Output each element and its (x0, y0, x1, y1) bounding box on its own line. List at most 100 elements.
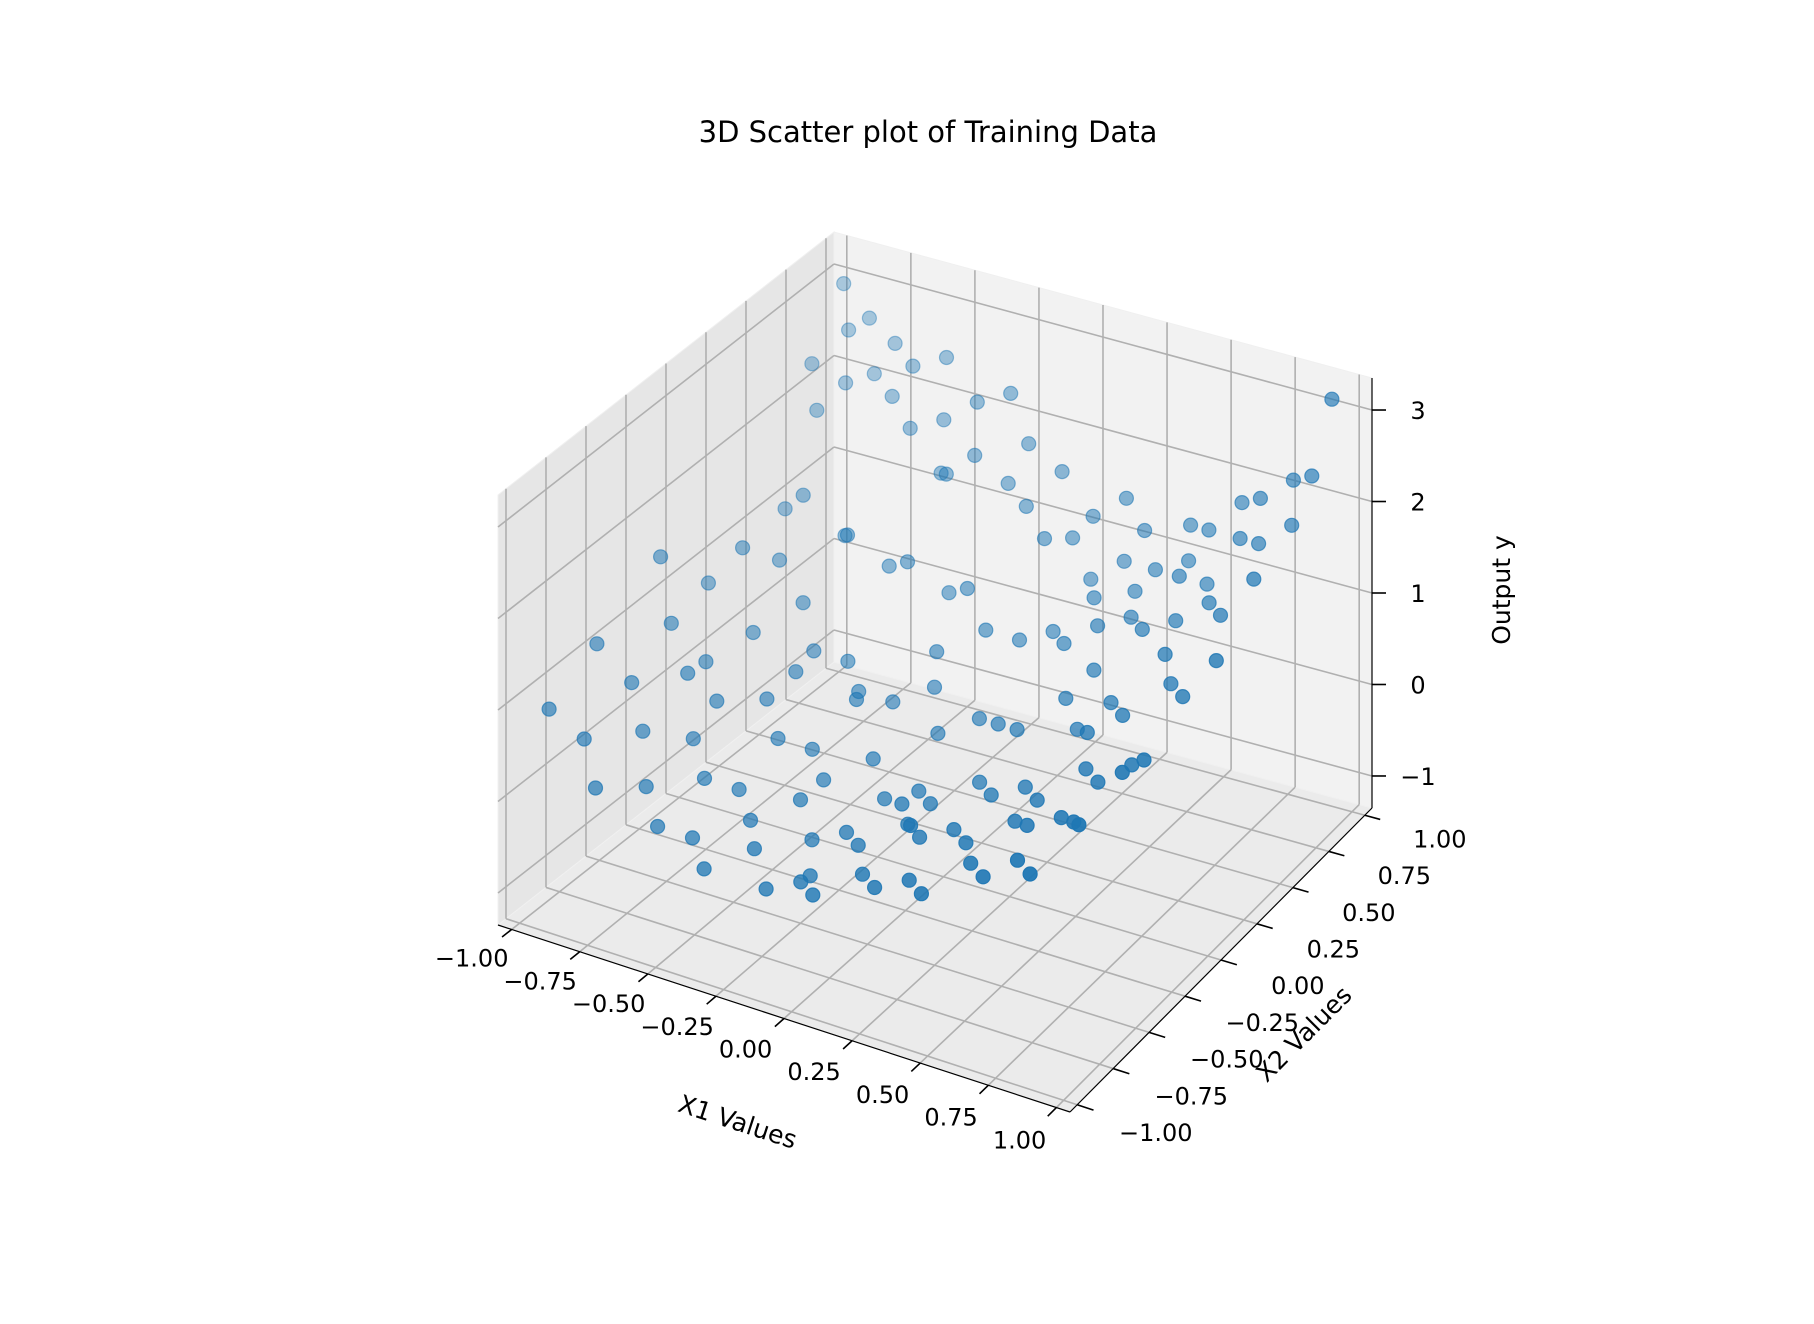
x-tick-label: −0.50 (572, 990, 646, 1018)
data-point (1180, 553, 1197, 569)
data-point (1252, 490, 1269, 506)
data-point (978, 622, 994, 638)
data-point (1103, 694, 1119, 711)
data-point (576, 731, 592, 747)
axis-ticks: −1.00−0.75−0.50−0.250.000.250.500.751.00… (435, 397, 1467, 1154)
y-grid-floor (745, 730, 1294, 889)
data-point (1123, 609, 1139, 625)
x-tick (706, 995, 717, 1005)
y-grid-floor (665, 792, 1222, 961)
x-tick (501, 928, 513, 938)
x-tick (978, 1084, 989, 1095)
z-grid-left (497, 629, 835, 894)
data-point (929, 644, 945, 660)
data-point (1083, 571, 1099, 587)
data-point (1324, 391, 1340, 407)
data-point (1054, 464, 1070, 480)
data-point (696, 770, 713, 787)
y-tick-label: −1.00 (1119, 1119, 1193, 1147)
data-point (1114, 707, 1131, 724)
data-point (804, 832, 820, 848)
data-point (905, 358, 921, 374)
y-grid-floor (545, 886, 1114, 1070)
x-tick (774, 1017, 785, 1028)
y-tick-label: −0.50 (1190, 1046, 1264, 1074)
y-grid-floor (785, 698, 1330, 853)
data-point (709, 693, 725, 709)
data-point (1199, 576, 1215, 592)
data-point (1232, 530, 1248, 547)
data-point (854, 866, 871, 882)
z-grid-back (833, 537, 1373, 686)
grid-lines (497, 235, 1373, 1109)
data-point (685, 731, 701, 747)
data-point (911, 783, 927, 799)
data-point (1208, 652, 1224, 669)
z-grid-left (497, 446, 835, 711)
data-point (958, 835, 974, 851)
data-point (1018, 498, 1034, 514)
data-point (866, 366, 882, 382)
y-tick (1220, 959, 1238, 966)
data-point (1086, 590, 1102, 606)
data-point (734, 540, 751, 556)
data-point (936, 412, 952, 428)
x-tick-label: −0.25 (640, 1013, 714, 1041)
y-tick-label: 0.00 (1271, 972, 1324, 1000)
y-tick-label: 0.75 (1378, 862, 1431, 890)
z-axis-label: Output y (1487, 535, 1516, 645)
data-point (758, 881, 774, 897)
y-tick (1292, 886, 1309, 893)
data-point (587, 780, 604, 796)
data-point (1058, 690, 1074, 707)
y-tick (1328, 850, 1345, 857)
data-point (1234, 495, 1250, 511)
data-point (885, 694, 901, 710)
z-grid-left (497, 354, 835, 620)
data-point (746, 841, 763, 857)
data-point (983, 787, 999, 803)
data-point (1086, 662, 1102, 678)
data-point (624, 674, 640, 691)
data-point (1182, 517, 1199, 533)
data-point (805, 887, 821, 903)
z-tick-label: 0 (1410, 671, 1425, 699)
data-point (938, 349, 955, 366)
y-grid-floor (825, 667, 1366, 817)
data-point (777, 501, 793, 517)
data-point (840, 322, 857, 338)
x-axis-label: X1 Values (675, 1089, 801, 1154)
data-point (1304, 468, 1320, 484)
data-point (1175, 688, 1191, 705)
data-point (1136, 522, 1153, 539)
data-point (698, 654, 714, 670)
z-grid-left (497, 537, 835, 803)
data-point (1090, 774, 1106, 790)
data-point (804, 741, 820, 757)
data-point (838, 824, 855, 841)
y-tick (1076, 1104, 1094, 1111)
data-point (804, 356, 820, 372)
y-tick-label: 0.25 (1307, 936, 1360, 964)
data-point (1021, 436, 1037, 452)
data-point (589, 636, 605, 652)
x-tick-label: 0.25 (787, 1058, 840, 1086)
data-point (1009, 721, 1025, 738)
z-tick-label: 2 (1410, 489, 1425, 517)
data-point (795, 487, 811, 503)
x-tick-label: −1.00 (435, 945, 509, 973)
data-point (680, 665, 696, 681)
data-point (770, 730, 786, 747)
data-point (1127, 583, 1143, 599)
data-point (1036, 530, 1053, 547)
data-point (635, 723, 651, 739)
data-point (1009, 852, 1026, 868)
data-point (696, 861, 712, 877)
y-tick (1364, 814, 1381, 821)
data-point (1056, 635, 1072, 652)
y-tick (1184, 995, 1202, 1002)
data-point (1147, 562, 1164, 578)
data-point (1085, 508, 1101, 524)
x-tick-label: 0.00 (719, 1036, 772, 1064)
